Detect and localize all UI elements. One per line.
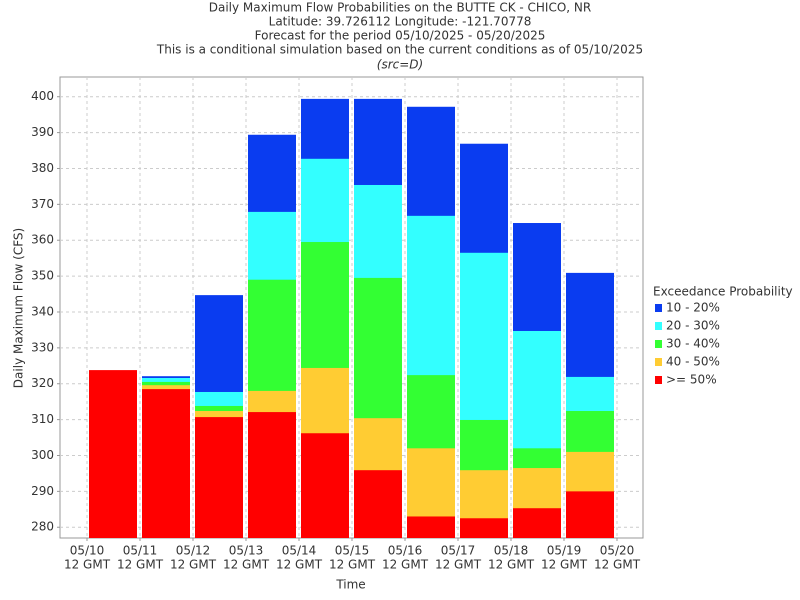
- x-tick-label: 12 GMT: [541, 558, 588, 572]
- y-tick-label: 350: [31, 269, 54, 283]
- legend-label: >= 50%: [666, 373, 717, 387]
- legend-swatch: [655, 358, 662, 366]
- x-tick-label: 05/20: [600, 544, 635, 558]
- x-axis-label: Time: [335, 578, 365, 592]
- x-tick-label: 05/11: [123, 544, 158, 558]
- x-tick-label: 12 GMT: [435, 558, 482, 572]
- bar: [460, 518, 508, 538]
- bar: [248, 412, 296, 538]
- x-tick-label: 05/18: [494, 544, 529, 558]
- legend-swatch: [655, 304, 662, 312]
- bar: [195, 417, 243, 538]
- y-tick-label: 340: [31, 304, 54, 318]
- x-tick-label: 05/19: [547, 544, 582, 558]
- bar: [301, 433, 349, 538]
- x-tick-label: 12 GMT: [488, 558, 535, 572]
- legend-title: Exceedance Probability: [653, 285, 793, 299]
- x-tick-label: 12 GMT: [117, 558, 164, 572]
- legend-swatch: [655, 322, 662, 330]
- legend-label: 30 - 40%: [666, 337, 720, 351]
- y-tick-label: 330: [31, 340, 54, 354]
- x-tick-label: 05/17: [441, 544, 476, 558]
- bar: [566, 491, 614, 538]
- y-tick-label: 360: [31, 233, 54, 247]
- bar: [407, 516, 455, 538]
- y-tick-label: 320: [31, 376, 54, 390]
- x-tick-label: 05/16: [388, 544, 423, 558]
- chart-title: Forecast for the period 05/10/2025 - 05/…: [255, 29, 546, 43]
- legend-swatch: [655, 340, 662, 348]
- x-tick-label: 05/10: [70, 544, 105, 558]
- y-tick-label: 300: [31, 448, 54, 462]
- x-tick-label: 12 GMT: [594, 558, 641, 572]
- y-tick-label: 400: [31, 89, 54, 103]
- bar: [513, 508, 561, 538]
- chart-title: Daily Maximum Flow Probabilities on the …: [209, 1, 592, 15]
- y-axis-label: Daily Maximum Flow (CFS): [12, 228, 26, 388]
- chart-subtitle: (src=D): [377, 58, 423, 72]
- legend-label: 20 - 30%: [666, 319, 720, 333]
- x-tick-label: 05/15: [335, 544, 370, 558]
- x-tick-label: 12 GMT: [170, 558, 217, 572]
- chart-title: Latitude: 39.726112 Longitude: -121.7077…: [269, 15, 532, 29]
- bar: [89, 370, 137, 538]
- x-tick-label: 05/12: [176, 544, 211, 558]
- y-tick-label: 390: [31, 125, 54, 139]
- x-tick-label: 12 GMT: [329, 558, 376, 572]
- y-tick-label: 370: [31, 197, 54, 211]
- x-tick-label: 05/14: [282, 544, 317, 558]
- y-tick-label: 280: [31, 520, 54, 534]
- y-tick-label: 310: [31, 412, 54, 426]
- legend-label: 10 - 20%: [666, 301, 720, 315]
- y-tick-label: 380: [31, 161, 54, 175]
- x-tick-label: 12 GMT: [382, 558, 429, 572]
- legend-swatch: [655, 376, 662, 384]
- x-tick-label: 12 GMT: [276, 558, 323, 572]
- chart-title: This is a conditional simulation based o…: [156, 43, 643, 57]
- bar: [142, 389, 190, 538]
- legend-label: 40 - 50%: [666, 355, 720, 369]
- x-tick-label: 05/13: [229, 544, 264, 558]
- x-tick-label: 12 GMT: [223, 558, 270, 572]
- x-tick-label: 12 GMT: [64, 558, 111, 572]
- bar: [354, 470, 402, 538]
- y-tick-label: 290: [31, 484, 54, 498]
